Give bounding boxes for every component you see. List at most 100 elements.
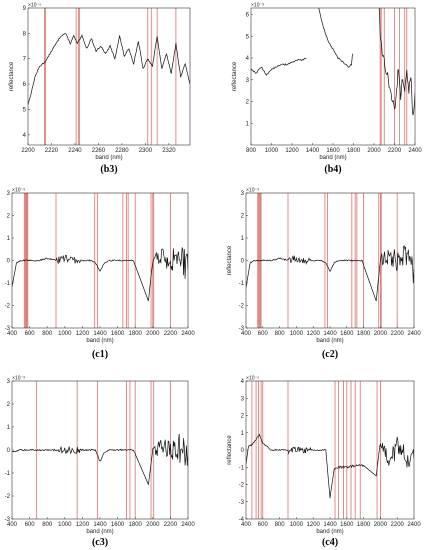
y-tick-label: 1 — [7, 236, 11, 242]
y-axis-exponent: ×10⁻³ — [12, 376, 25, 382]
y-tick-label: 4 — [246, 56, 250, 62]
x-tick-label: 2400 — [407, 331, 421, 337]
x-tick-label: 1000 — [265, 148, 279, 154]
x-tick-label: 1000 — [58, 331, 72, 337]
x-tick-label: 2200 — [21, 148, 35, 154]
spectrum-line — [318, 8, 353, 68]
x-tick-label: 800 — [275, 331, 286, 337]
x-tick-label: 400 — [241, 522, 252, 528]
y-tick-label: -2 — [5, 304, 11, 310]
panel-caption: (c4) — [322, 537, 338, 548]
x-tick-label: 2200 — [388, 148, 402, 154]
y-tick-label: 9 — [23, 6, 27, 12]
x-tick-label: 800 — [42, 522, 53, 528]
x-tick-label: 800 — [246, 148, 257, 154]
spectrum-b4 — [251, 8, 415, 116]
x-tick-label: 1400 — [323, 331, 337, 337]
x-tick-label: 1800 — [129, 331, 143, 337]
x-tick-label: 400 — [241, 331, 252, 337]
x-tick-label: 2000 — [374, 522, 388, 528]
y-tick-label: -2 — [5, 494, 11, 500]
x-tick-label: 1800 — [347, 148, 361, 154]
y-tick-label: 3 — [246, 78, 250, 84]
y-tick-label: 1 — [246, 121, 250, 127]
x-tick-label: 1200 — [307, 522, 321, 528]
x-tick-label: 1600 — [111, 331, 125, 337]
x-tick-label: 1200 — [76, 331, 90, 337]
spectrum-b3 — [28, 33, 190, 105]
chart-b4: 800 1000 1200 1400 1600 1800 2000 2200 2400 1 2 3 4 5… — [232, 3, 422, 176]
y-tick-label: 2 — [246, 100, 250, 106]
y-tick-label: 5 — [23, 107, 27, 113]
x-axis-label: band (nm) — [316, 529, 343, 535]
x-tick-label: 1400 — [323, 522, 337, 528]
y-axis-label: reflectance — [227, 245, 233, 275]
y-tick-label: 0 — [241, 259, 245, 265]
spectrum-line — [251, 57, 307, 76]
x-tick-label: 1800 — [129, 522, 143, 528]
plot-frame — [27, 7, 191, 146]
x-tick-label: 1800 — [357, 522, 371, 528]
y-axis-label: reflectance — [227, 435, 233, 465]
y-tick-label: 0 — [7, 448, 11, 454]
panel-caption: (c1) — [92, 349, 108, 360]
x-axis-label: band (nm) — [86, 338, 113, 344]
x-tick-label: 1400 — [93, 522, 107, 528]
panel-caption: (b3) — [100, 164, 117, 175]
y-axis-label: reflectance — [232, 61, 238, 91]
chart-c3: 400 600 800 1000 1200 1400 1600 1800 2000 2200 240… — [5, 376, 196, 549]
x-tick-label: 2240 — [68, 148, 82, 154]
x-tick-label: 2320 — [162, 148, 176, 154]
x-axis-label: band (nm) — [95, 155, 122, 161]
x-tick-label: 600 — [25, 331, 36, 337]
spectrum-line — [378, 8, 415, 116]
x-tick-label: 1400 — [93, 331, 107, 337]
y-tick-label: 3 — [7, 379, 11, 385]
spectrum-c3 — [12, 433, 188, 486]
plot-frame — [250, 7, 416, 146]
panel-caption: (b4) — [324, 164, 341, 175]
x-tick-label: 1000 — [58, 522, 72, 528]
y-tick-label: -2 — [239, 483, 245, 489]
chart-c2: 400 600 800 1000 1200 1400 1600 1800 2000 2200 240… — [227, 188, 421, 361]
x-tick-label: 1000 — [290, 522, 304, 528]
x-tick-label: 600 — [258, 331, 269, 337]
x-tick-label: 1600 — [340, 331, 354, 337]
x-tick-label: 2200 — [391, 522, 405, 528]
x-tick-label: 400 — [7, 331, 18, 337]
spectrum-line — [12, 433, 188, 486]
y-tick-label: 7 — [23, 57, 27, 63]
x-tick-label: 2400 — [181, 522, 195, 528]
spectrum-line — [246, 433, 414, 499]
x-tick-label: 2220 — [45, 148, 59, 154]
y-axis-exponent: ×10⁻³ — [246, 188, 259, 194]
y-tick-label: -1 — [5, 281, 11, 287]
x-tick-label: 600 — [25, 522, 36, 528]
x-tick-label: 1000 — [290, 331, 304, 337]
spectrum-c4 — [246, 433, 414, 499]
y-tick-label: 3 — [241, 396, 245, 402]
y-tick-label: 8 — [23, 31, 27, 37]
panel-caption: (c2) — [322, 349, 338, 360]
x-tick-label: 1600 — [326, 148, 340, 154]
y-tick-label: 4 — [23, 133, 27, 139]
y-tick-label: -3 — [5, 326, 11, 332]
y-tick-label: -3 — [239, 500, 245, 506]
selected-bands-c2 — [257, 193, 398, 328]
chart-c4: 400 600 800 1000 1200 1400 1600 1800 2000 2200 240… — [227, 376, 421, 549]
x-tick-label: 1600 — [111, 522, 125, 528]
y-tick-label: -4 — [239, 517, 245, 523]
x-tick-label: 800 — [42, 331, 53, 337]
y-axis-label: reflectance — [9, 61, 15, 91]
chart-b3: 2200 2220 2240 2260 2280 2300 2320 4 5 6 7 8 9 band (… — [9, 3, 191, 175]
y-tick-label: 0 — [241, 448, 245, 454]
y-tick-label: 1 — [241, 236, 245, 242]
spectrum-line — [28, 33, 190, 105]
x-tick-label: 1200 — [76, 522, 90, 528]
y-axis-exponent: ×10⁻³ — [12, 188, 25, 194]
x-tick-label: 2280 — [115, 148, 129, 154]
x-tick-label: 1200 — [285, 148, 299, 154]
chart-c1: 400 600 800 1000 1200 1400 1600 1800 2000 2200 240… — [5, 188, 196, 361]
selected-bands-c1 — [23, 193, 171, 328]
